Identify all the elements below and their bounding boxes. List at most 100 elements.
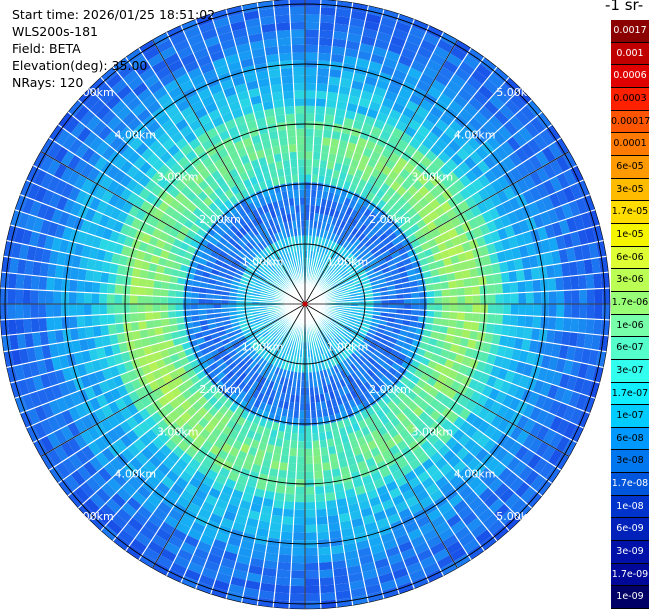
beta-cell <box>275 342 283 351</box>
beta-cell <box>522 363 534 377</box>
beta-cell <box>359 467 371 478</box>
beta-cell <box>328 522 341 532</box>
beta-cell <box>215 24 232 36</box>
beta-cell <box>370 53 386 65</box>
beta-cell <box>497 367 509 381</box>
beta-cell <box>315 268 321 277</box>
beta-cell <box>336 227 344 237</box>
ray-line <box>125 303 306 552</box>
beta-cell <box>228 205 238 216</box>
beta-cell <box>588 349 599 366</box>
beta-cell <box>347 284 356 290</box>
beta-cell <box>283 320 290 327</box>
beta-cell <box>3 240 15 258</box>
beta-cell <box>372 205 382 216</box>
beta-cell <box>362 372 372 381</box>
beta-cell <box>425 149 438 163</box>
beta-cell <box>390 250 401 259</box>
beta-cell <box>167 144 181 157</box>
beta-cell <box>349 439 360 449</box>
beta-cell <box>500 140 515 157</box>
beta-cell <box>515 269 525 282</box>
ray-line <box>6 240 306 305</box>
beta-cell <box>234 115 247 126</box>
beta-cell <box>252 236 261 245</box>
beta-cell <box>101 227 113 241</box>
beta-cell <box>385 217 396 228</box>
beta-cell <box>46 317 55 332</box>
range-label: 1.00km <box>242 256 284 269</box>
beta-cell <box>269 262 277 270</box>
beta-cell <box>15 288 24 304</box>
beta-cell <box>38 290 47 304</box>
beta-cell <box>305 90 317 99</box>
beta-cell <box>545 124 561 142</box>
beta-cell <box>184 131 197 144</box>
beta-cell <box>362 514 376 525</box>
beta-cell <box>327 84 340 94</box>
beta-cell <box>305 21 320 30</box>
beta-cell <box>377 389 387 399</box>
beta-cell <box>139 526 156 541</box>
beta-cell <box>232 75 246 87</box>
beta-cell <box>251 47 266 58</box>
beta-cell <box>316 83 329 92</box>
beta-cell <box>154 145 168 159</box>
beta-cell <box>315 98 327 107</box>
beta-cell <box>113 353 124 366</box>
beta-cell <box>273 7 290 16</box>
beta-cell <box>121 502 138 518</box>
beta-cell <box>467 258 477 270</box>
beta-cell <box>75 189 88 205</box>
beta-cell <box>190 74 206 87</box>
beta-cell <box>281 273 288 281</box>
beta-cell <box>348 315 357 321</box>
beta-cell <box>271 421 280 431</box>
beta-cell <box>489 193 502 208</box>
beta-cell <box>359 384 368 394</box>
beta-cell <box>167 304 176 312</box>
beta-cell <box>186 93 202 106</box>
beta-cell <box>244 453 256 464</box>
beta-cell <box>260 311 269 316</box>
beta-cell <box>329 268 336 276</box>
beta-cell <box>275 257 283 266</box>
beta-cell <box>458 433 471 447</box>
beta-cell <box>346 215 355 225</box>
beta-cell <box>79 256 89 270</box>
beta-cell <box>401 107 416 120</box>
beta-cell <box>526 491 542 509</box>
beta-cell <box>276 267 283 275</box>
beta-cell <box>274 280 282 287</box>
beta-cell <box>348 355 356 364</box>
beta-cell <box>354 144 366 155</box>
beta-cell <box>30 289 39 304</box>
beta-cell <box>133 399 146 412</box>
beta-cell <box>198 385 209 396</box>
beta-cell <box>80 219 92 234</box>
beta-cell <box>281 283 288 290</box>
beta-cell <box>122 313 131 324</box>
beta-cell <box>139 329 149 339</box>
beta-cell <box>200 222 211 233</box>
beta-cell <box>305 166 313 175</box>
beta-cell <box>175 290 184 298</box>
beta-cell <box>368 496 382 508</box>
beta-cell <box>305 570 320 579</box>
beta-cell <box>229 224 239 234</box>
beta-cell <box>130 321 140 332</box>
beta-cell <box>332 288 341 294</box>
beta-cell <box>25 377 37 394</box>
beta-cell <box>481 254 492 266</box>
beta-cell <box>287 136 297 145</box>
beta-cell <box>162 457 176 470</box>
beta-cell <box>206 371 217 381</box>
beta-cell <box>116 105 132 121</box>
field-name: Field: BETA <box>12 41 81 56</box>
beta-cell <box>246 211 256 221</box>
beta-cell <box>25 214 37 231</box>
beta-cell <box>406 33 423 47</box>
beta-cell <box>266 227 274 237</box>
beta-cell <box>459 260 470 271</box>
beta-cell <box>155 66 172 81</box>
